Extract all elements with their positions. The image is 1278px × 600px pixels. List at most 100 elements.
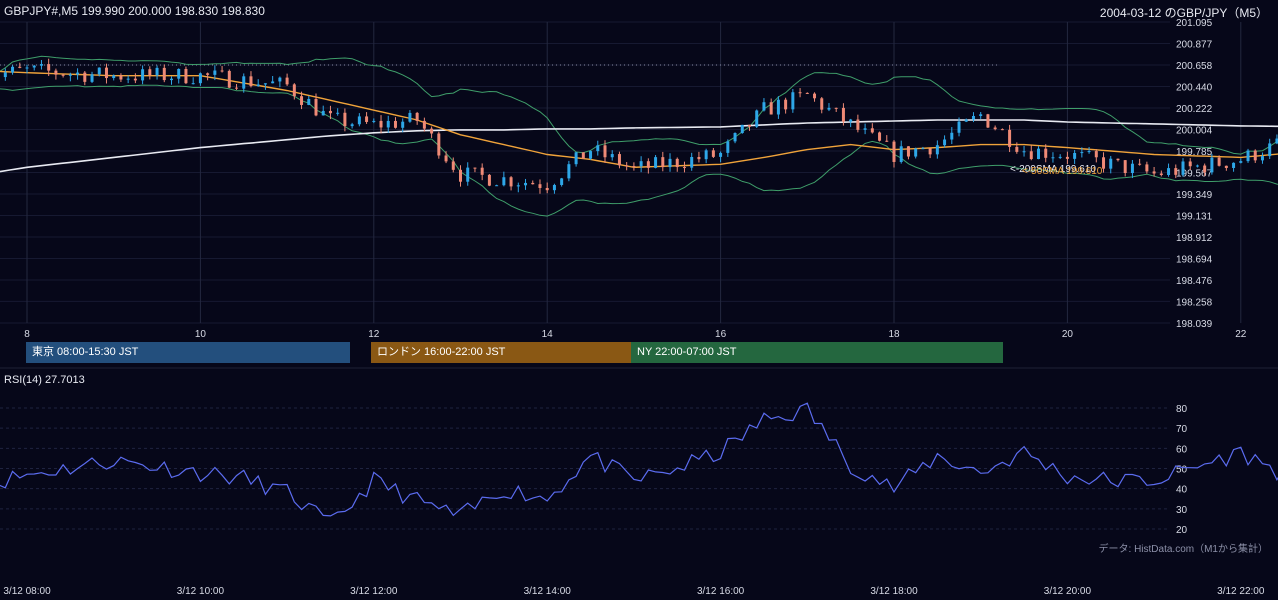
candle-body xyxy=(198,73,202,84)
price-x-axis: 8101214161820220246 xyxy=(24,329,1247,340)
price-x-tick: 16 xyxy=(715,329,727,340)
candle-body xyxy=(177,68,181,79)
candle-body xyxy=(711,150,715,157)
candle-body xyxy=(798,92,802,94)
candle-body xyxy=(393,120,397,128)
candle-body xyxy=(516,185,520,187)
candle-body xyxy=(1167,168,1171,176)
rsi-x-tick: 3/12 18:00 xyxy=(870,586,918,597)
chart-date-title: 2004-03-12 のGBP/JPY（M5） xyxy=(1099,6,1268,20)
candle-body xyxy=(495,185,499,187)
candle-body xyxy=(300,96,304,105)
candle-body xyxy=(401,121,405,128)
candle-body xyxy=(1188,161,1192,167)
price-y-tick: 199.349 xyxy=(1176,190,1213,201)
price-y-tick: 198.912 xyxy=(1176,233,1213,244)
candle-body xyxy=(849,119,853,122)
candle-body xyxy=(560,178,564,185)
candle-body xyxy=(820,98,824,110)
candle-body xyxy=(1080,152,1084,154)
candle-body xyxy=(1102,157,1106,169)
price-chart[interactable]: 201.095 200.877 200.658 200.440 200.222 200.0… xyxy=(0,0,1278,340)
candle-body xyxy=(625,165,629,167)
candle-body xyxy=(668,158,672,168)
price-x-tick: 12 xyxy=(368,329,380,340)
rsi-y-tick: 30 xyxy=(1176,505,1188,516)
candle-body xyxy=(748,124,751,127)
rsi-y-tick: 60 xyxy=(1176,444,1188,455)
candle-body xyxy=(661,157,665,168)
price-y-tick: 198.039 xyxy=(1176,319,1213,330)
candle-body xyxy=(834,107,838,109)
candle-body xyxy=(986,114,990,128)
rsi-x-tick: 3/12 08:00 xyxy=(3,586,51,597)
candle-body xyxy=(1210,157,1214,173)
candle-body xyxy=(993,127,997,130)
candle-body xyxy=(206,73,210,75)
candle-body xyxy=(899,146,903,162)
rsi-x-tick: 3/12 10:00 xyxy=(177,586,225,597)
candle-body xyxy=(1008,129,1012,147)
chart-title: GBPJPY#,M5 199.990 200.000 198.830 198.8… xyxy=(4,4,265,18)
candle-body xyxy=(502,177,506,186)
candle-body xyxy=(437,133,441,156)
candle-body xyxy=(1000,129,1004,131)
candle-body xyxy=(971,115,975,120)
candle-body xyxy=(1029,151,1033,160)
rsi-line xyxy=(0,402,1278,517)
candle-body xyxy=(321,110,325,116)
candle-body xyxy=(979,114,983,116)
price-y-tick: 199.131 xyxy=(1176,211,1213,222)
candle-body xyxy=(112,75,116,79)
price-x-tick: 20 xyxy=(1062,329,1074,340)
price-y-tick: 198.694 xyxy=(1176,254,1213,265)
candle-body xyxy=(697,157,701,160)
price-y-tick: 198.258 xyxy=(1176,297,1213,308)
candle-body xyxy=(654,157,658,168)
candle-body xyxy=(415,112,419,121)
candle-body xyxy=(1015,146,1019,152)
price-x-tick: 22 xyxy=(1235,329,1247,340)
candle-body xyxy=(1260,156,1264,161)
candle-body xyxy=(545,187,549,191)
candle-body xyxy=(791,92,795,110)
candle-body xyxy=(39,64,43,66)
candle-body xyxy=(263,83,267,85)
candle-body xyxy=(531,182,535,185)
rsi-grid xyxy=(0,407,1170,530)
candle-body xyxy=(379,120,383,128)
rsi-x-tick: 3/12 20:00 xyxy=(1044,586,1092,597)
candle-body xyxy=(1051,157,1055,159)
price-y-tick: 198.476 xyxy=(1176,276,1213,287)
candle-body xyxy=(220,70,224,72)
candle-body xyxy=(538,184,542,188)
candle-body xyxy=(870,128,874,133)
price-x-tick: 14 xyxy=(542,329,554,340)
candle-body xyxy=(1239,161,1243,163)
candle-body xyxy=(278,77,282,82)
rsi-x-axis: 3/12 08:00 3/12 10:00 3/12 12:00 3/12 14:00… xyxy=(3,586,1265,597)
candle-body xyxy=(1174,168,1178,175)
candle-body xyxy=(632,166,636,168)
candle-body xyxy=(675,158,679,168)
candle-body xyxy=(227,70,231,88)
price-grid xyxy=(0,21,1242,324)
candle-body xyxy=(83,72,87,82)
candle-body xyxy=(1195,165,1199,167)
candle-body xyxy=(682,167,686,169)
candle-body xyxy=(126,78,130,80)
candle-body xyxy=(596,145,600,152)
candle-body xyxy=(552,184,556,191)
price-y-tick: 200.877 xyxy=(1176,39,1213,50)
candle-body xyxy=(863,128,867,130)
candle-body xyxy=(733,133,737,142)
candle-body xyxy=(170,78,173,81)
candle-body xyxy=(1152,171,1156,174)
candle-body xyxy=(935,145,939,155)
session-ny: NY 22:00-07:00 JST xyxy=(631,342,1003,363)
rsi-x-tick: 3/12 22:00 xyxy=(1217,586,1265,597)
bollinger-lower-line xyxy=(0,84,1278,217)
candle-body xyxy=(487,174,491,186)
sma50-line xyxy=(0,70,1278,169)
candle-body xyxy=(943,139,947,146)
